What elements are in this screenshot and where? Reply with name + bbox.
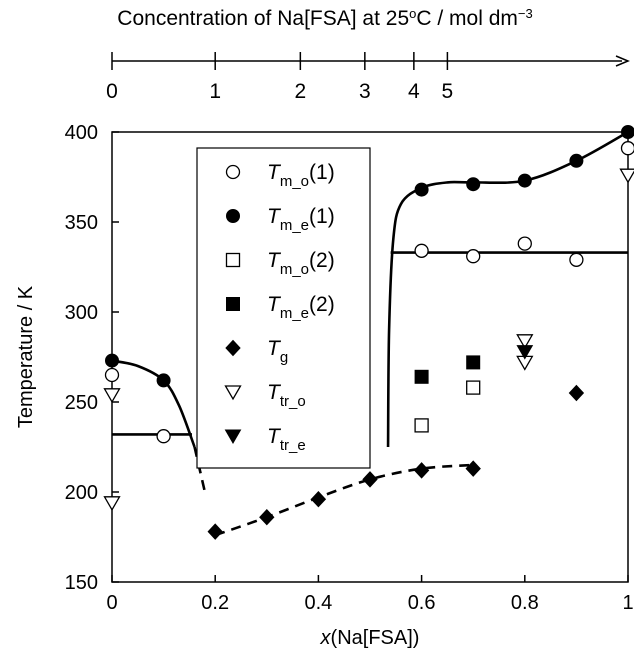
point-Tg <box>568 384 585 402</box>
point-Ttr_o <box>103 388 121 404</box>
top-tick-label: 2 <box>294 80 306 103</box>
legend-marker-Ttr_e <box>224 429 242 445</box>
y-tick-label: 250 <box>65 392 98 414</box>
top-tick-label: 1 <box>209 80 221 103</box>
legend-label-Tm_o(2): Tm_o(2) <box>267 249 335 278</box>
point-Tm_e(1) <box>517 173 532 188</box>
y-tick-label: 300 <box>65 302 98 324</box>
top-axis-arrowhead <box>615 55 630 67</box>
x-axis-title: x(Na[FSA]) <box>320 627 420 649</box>
point-Tg <box>259 508 275 526</box>
point-Tm_o(2) <box>414 418 429 433</box>
legend-label-Tg: Tg <box>267 337 288 366</box>
legend-box <box>196 147 371 469</box>
legend-marker-Tg <box>225 339 241 357</box>
curve-glass-transition <box>214 463 474 537</box>
point-Tm_e(2) <box>466 355 481 370</box>
point-Tm_o(1) <box>517 236 532 251</box>
x-axis-ticks: 0 0.2 0.4 0.6 0.8 1 <box>106 575 634 614</box>
x-tick-label: 0.8 <box>511 592 539 614</box>
legend-label-Tm_e(1): Tm_e(1) <box>267 205 335 234</box>
top-axis-title: Concentration of Na[FSA] at 25oC / mol d… <box>117 6 532 31</box>
point-Tm_e(1) <box>156 373 171 388</box>
point-Tg <box>465 460 481 477</box>
y-tick-label: 400 <box>65 122 98 144</box>
point-Tg <box>362 471 378 488</box>
top-tick-label: 0 <box>106 80 118 103</box>
point-Tm_o(1) <box>414 243 429 258</box>
point-Tm_e(1) <box>466 177 481 192</box>
top-tick-label: 4 <box>408 80 420 103</box>
point-Tm_e(1) <box>569 153 584 168</box>
curve-liquidus-right <box>386 130 629 448</box>
legend-label-Tm_e(2): Tm_e(2) <box>267 293 335 322</box>
legend-label-Tm_o(1): Tm_o(1) <box>267 161 335 190</box>
x-tick-label: 0.6 <box>408 592 436 614</box>
y-tick-label: 150 <box>65 572 98 594</box>
legend-marker-Tm_e(2) <box>226 297 240 311</box>
legend-label-Ttr_o: Ttr_o <box>267 381 306 410</box>
legend-marker-Ttr_o <box>224 385 242 401</box>
point-Tm_e(2) <box>414 369 429 384</box>
point-Tm_e(1) <box>414 182 429 197</box>
y-tick-label: 350 <box>65 212 98 234</box>
y-axis-ticks: 150 200 250 300 350 400 <box>65 122 119 594</box>
y-axis-title: Temperature / K <box>15 285 37 428</box>
legend-marker-Tm_o(2) <box>225 252 241 268</box>
point-Ttr_o <box>516 334 534 350</box>
curve-liquidus-left-extension <box>193 446 207 493</box>
point-Tm_o(1) <box>104 367 120 383</box>
point-Ttr_e <box>516 345 534 360</box>
x-tick-label: 0.2 <box>201 592 229 614</box>
x-tick-label: 0 <box>106 592 117 614</box>
top-tick-label: 3 <box>359 80 371 103</box>
point-Ttr_o <box>103 496 121 512</box>
point-Tm_o(1) <box>569 252 584 267</box>
legend-label-Ttr_e: Ttr_e <box>267 425 306 454</box>
legend: Tm_o(1) Tm_e(1) Tm_o(2) Tm_e(2) Tg Ttr_o Ttr_e <box>224 161 335 454</box>
legend-marker-Tm_o(1) <box>225 164 241 180</box>
point-Tm_o(1) <box>466 249 481 264</box>
point-Tm_o(2) <box>466 380 481 395</box>
point-Ttr_o <box>619 168 634 184</box>
point-Tm_o(1) <box>156 429 171 444</box>
x-tick-label: 0.4 <box>304 592 332 614</box>
legend-marker-Tm_e(1) <box>226 209 240 223</box>
point-Tm_e(1) <box>621 125 634 139</box>
x-tick-label: 1 <box>622 592 633 614</box>
top-tick-label: 5 <box>442 80 454 103</box>
data-points-layer <box>103 125 634 540</box>
point-Tm_e(1) <box>105 353 119 368</box>
point-Tg <box>207 523 223 540</box>
point-Tg <box>413 462 430 479</box>
point-Tg <box>310 490 327 508</box>
y-tick-label: 200 <box>65 482 98 504</box>
point-Tm_o(1) <box>620 141 634 156</box>
